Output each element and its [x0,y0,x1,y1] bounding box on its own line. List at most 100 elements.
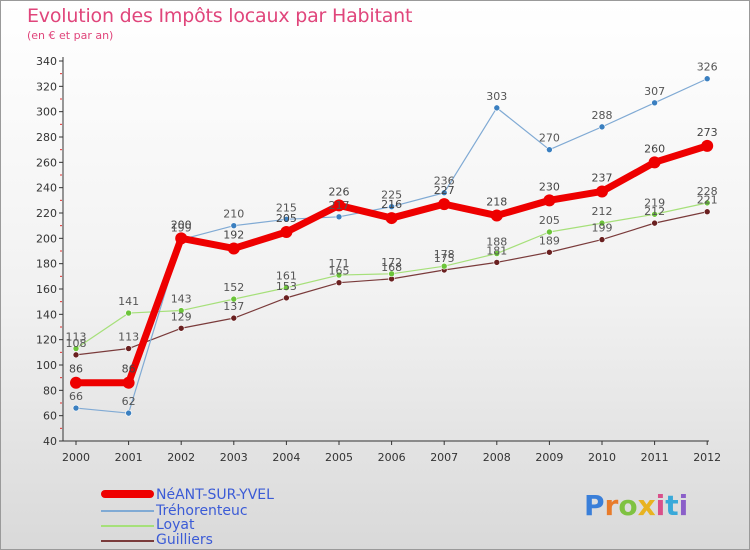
y-tick-label: 200 [36,232,57,245]
x-tick-label: 2009 [535,451,563,464]
data-point [72,345,80,352]
data-label: 216 [381,198,402,211]
data-point-main [122,376,135,389]
legend-swatch-loyat [101,525,154,527]
data-label: 199 [171,222,192,235]
data-point [388,203,395,210]
data-label: 237 [592,171,613,184]
data-label: 210 [223,208,244,221]
data-label: 218 [486,196,507,209]
data-label: 137 [223,300,244,313]
y-tick-label: 180 [36,258,57,271]
data-label: 168 [381,261,402,274]
data-label: 165 [329,265,350,278]
data-point [230,314,238,322]
data-label: 215 [276,201,297,214]
data-label: 205 [276,212,297,225]
data-label: 161 [276,270,297,283]
data-label: 303 [486,90,507,103]
series-line-1 [75,78,708,414]
data-point [493,104,501,112]
x-tick-label: 2005 [325,451,353,464]
data-label: 212 [644,205,665,218]
data-point [440,189,448,197]
y-tick-label: 120 [36,334,57,347]
data-label: 217 [329,199,350,212]
data-point [598,236,606,243]
data-label: 192 [223,228,244,241]
y-tick-label: 300 [36,106,57,119]
data-label: 113 [118,331,139,344]
data-point [125,345,132,352]
y-minor-tick [60,225,62,227]
data-label: 152 [223,281,244,294]
x-tick-label: 2006 [378,451,406,464]
y-tick-label: 220 [36,207,57,220]
data-point [440,262,448,270]
data-point [283,284,290,292]
y-minor-tick [60,427,62,429]
chart-subtitle: (en € et par an) [27,29,114,42]
data-label: 273 [697,126,718,139]
data-point [493,250,501,257]
proxiti-logo: Proxiti [584,489,688,522]
point-labels: 86 86 200 192 205 226 216 227 218 230 237 260 273 66 6… [66,61,718,408]
logo-letter: r [604,489,619,522]
data-label: 113 [66,331,87,344]
data-point [72,351,80,359]
data-point-main [175,232,188,245]
data-label: 189 [539,234,560,247]
y-tick-label: 80 [43,384,57,397]
x-tick-label: 2011 [641,451,669,464]
data-point [125,309,132,317]
y-minor-tick [60,326,62,328]
data-label: 199 [592,222,613,235]
y-tick-label: 160 [36,283,57,296]
data-label: 260 [644,142,665,155]
x-tick-label: 2012 [693,451,721,464]
y-minor-tick [60,275,62,277]
data-label: 227 [434,184,455,197]
data-label: 172 [381,256,402,269]
y-tick-label: 240 [36,182,57,195]
data-label: 200 [171,218,192,231]
data-label: 62 [122,395,136,408]
y-minor-tick [60,351,62,353]
logo-letter: P [584,489,605,522]
data-point [335,279,343,286]
data-point [703,199,711,207]
data-label: 181 [486,244,507,257]
data-label: 225 [381,189,402,202]
data-label: 86 [69,363,83,376]
y-minor-tick [60,301,62,303]
y-minor-tick [60,250,62,252]
data-point-main [70,376,82,389]
y-minor-tick [60,199,62,201]
data-point [598,219,606,227]
data-label: 153 [276,280,297,293]
legend-swatch-trehorenteuc [101,510,154,512]
y-minor-tick [60,174,62,176]
logo-letter: i [678,489,689,522]
legend-label-neant-sur-yvel: NéANT-SUR-YVEL [156,487,274,503]
data-point [651,219,658,227]
data-label: 212 [592,205,613,218]
data-point-main [438,198,451,211]
data-point [125,409,132,417]
y-tick-label: 280 [36,131,57,144]
x-tick-label: 2001 [115,451,143,464]
y-minor-tick [60,402,62,404]
data-label: 129 [171,310,192,323]
data-point [651,99,658,107]
legend-label-loyat: Loyat [156,517,195,533]
x-tick-label: 2004 [272,451,300,464]
x-tick-label: 2002 [167,451,195,464]
chart-axes: 40 60 80 100 120 140 160 180 200 220 240 260 280 300 3… [36,55,721,464]
data-point [598,123,606,131]
y-tick-label: 340 [36,55,57,68]
y-tick-label: 100 [36,359,57,372]
data-point-main [490,209,503,222]
logo-letter: i [655,489,666,522]
y-tick-label: 60 [43,410,57,423]
